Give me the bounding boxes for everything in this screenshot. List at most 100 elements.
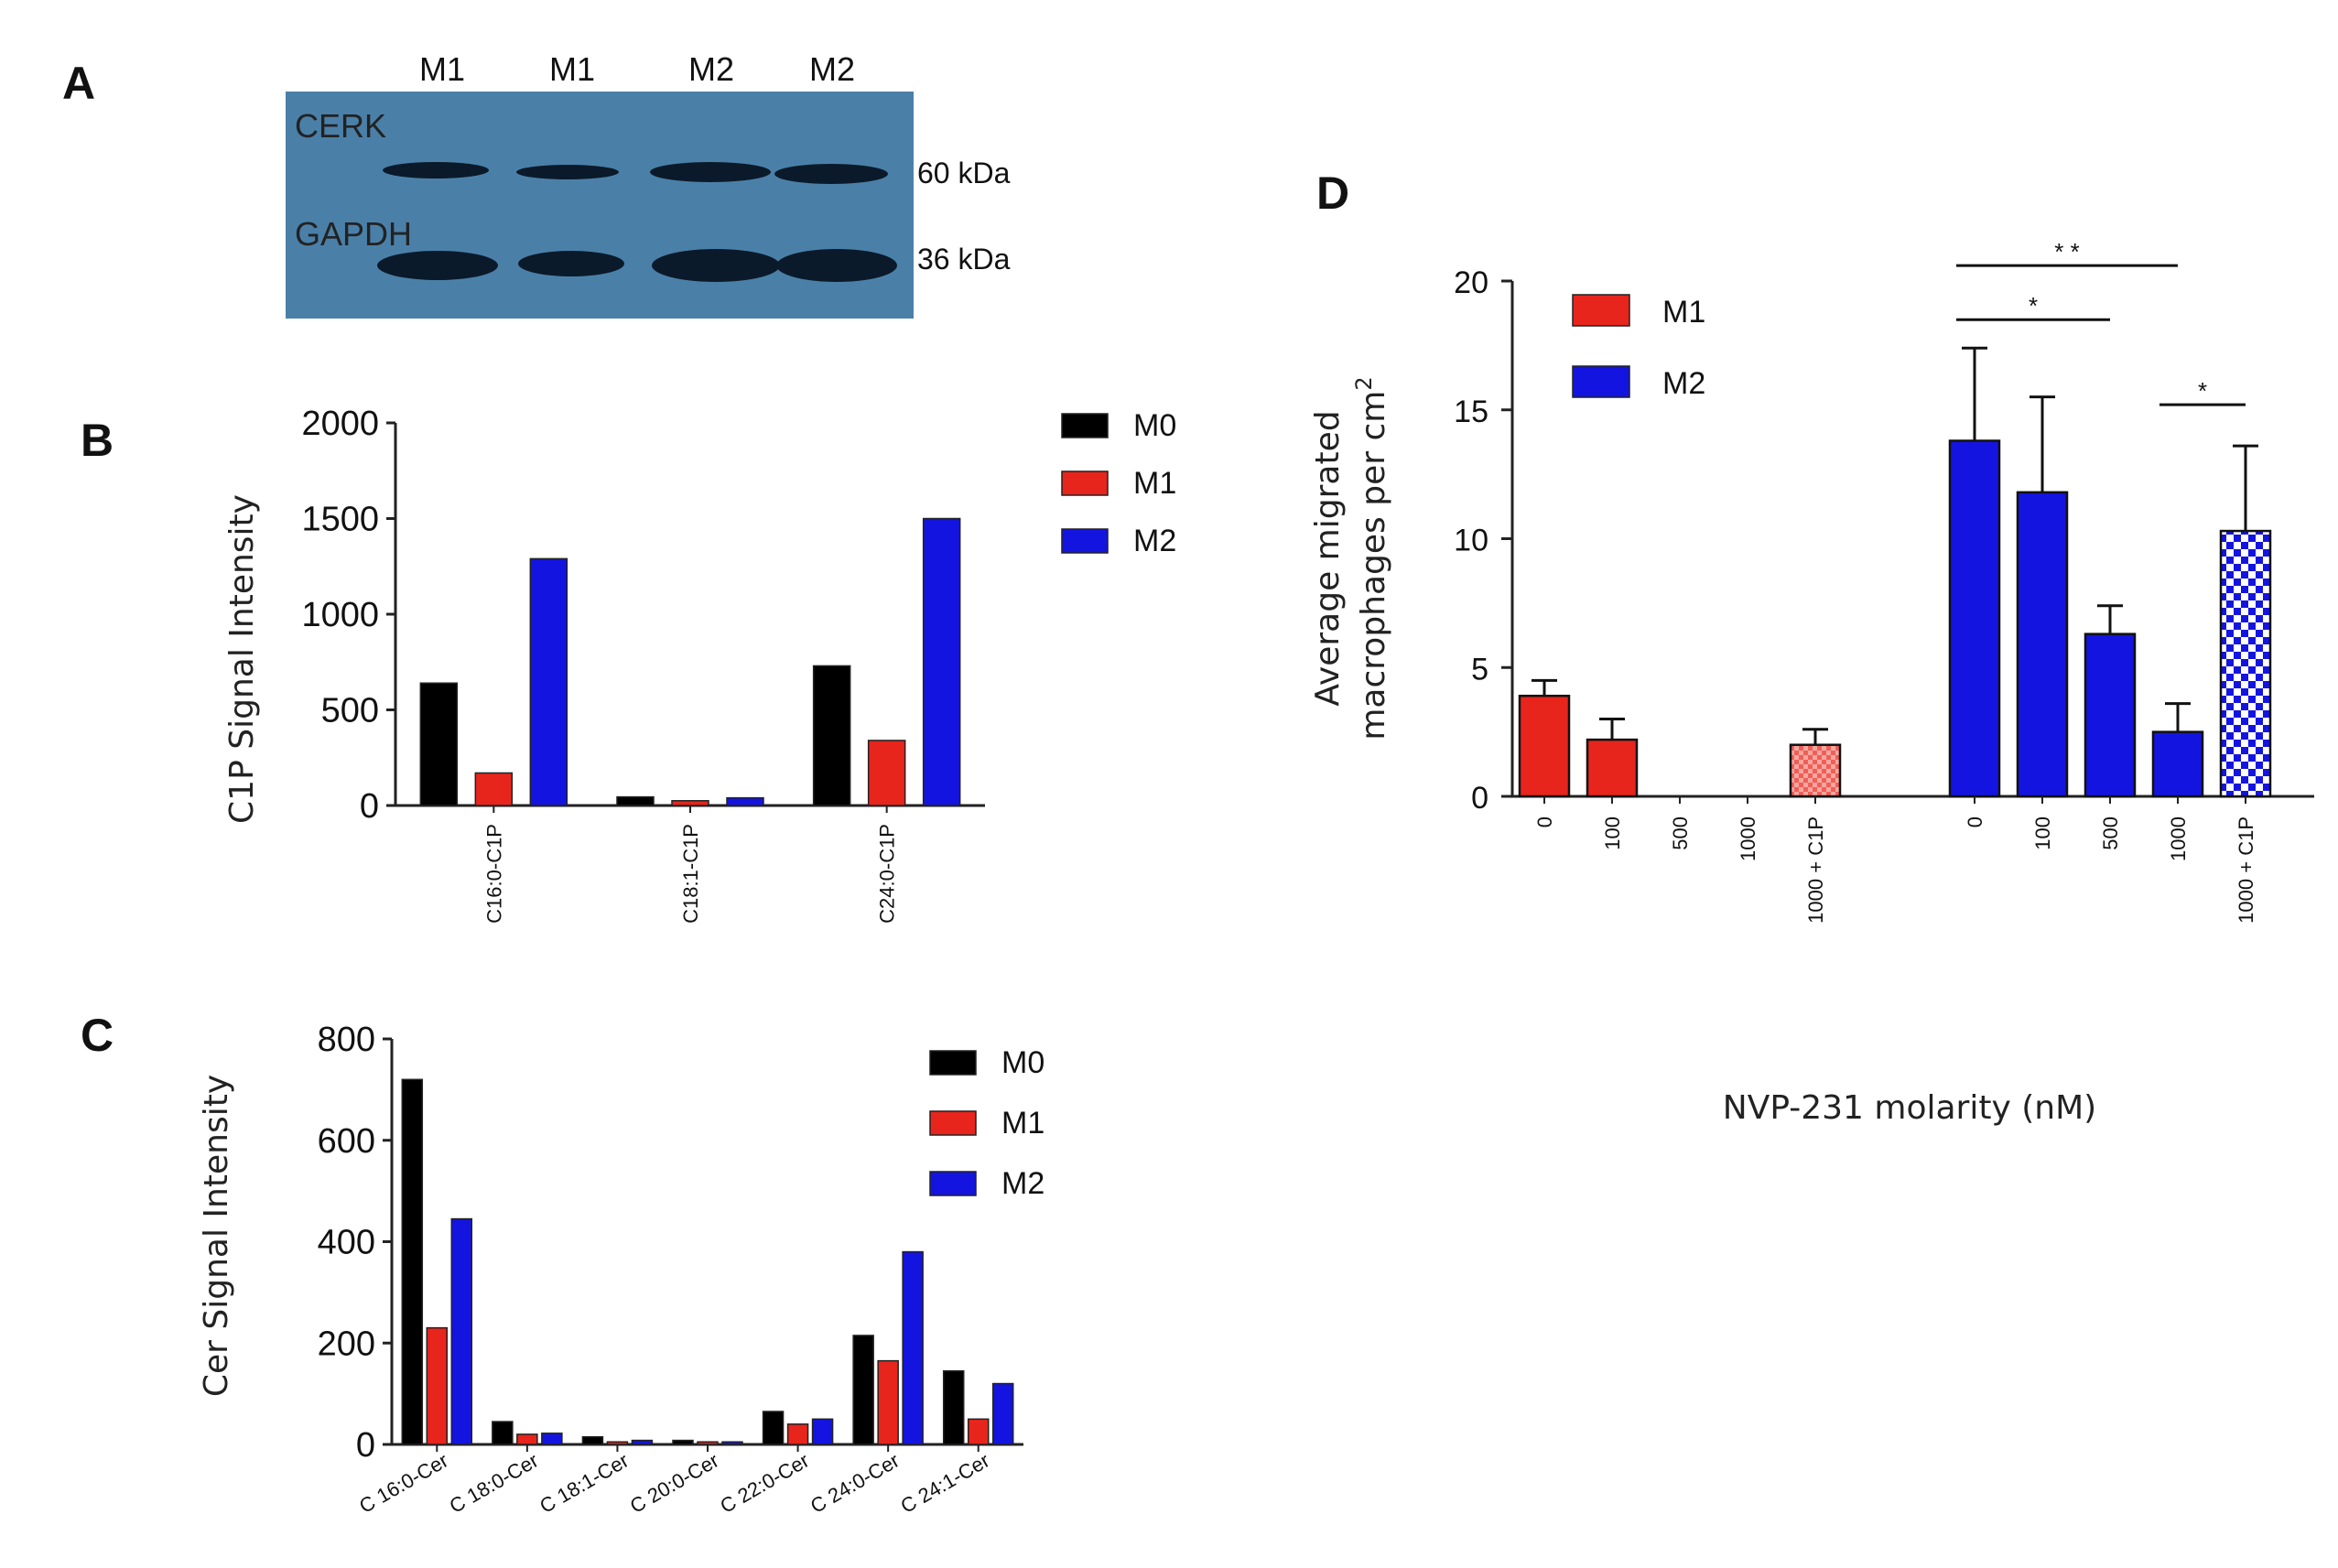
chart-c-legend-label-m1: M1 (1001, 1106, 1045, 1141)
chart-d-bar-m2-3 (2151, 730, 2204, 798)
chart-b-bar-m2-0 (529, 557, 568, 806)
chart-d-bar-m2-1 (2016, 491, 2069, 798)
band-gapdh-lane-4 (776, 249, 897, 282)
band-cerk-lane-4 (774, 164, 888, 184)
western-blot: M1 M1 M2 M2 CERK GAPDH 60 kDa 36 kDa (286, 50, 1011, 319)
chart-b-xtick-label-1: C18:1-C1P (679, 824, 702, 924)
chart-d-legend-label-m1: M1 (1662, 295, 1705, 330)
chart-b-legend-label-m2: M2 (1133, 524, 1176, 558)
chart-d-xtick-label-m1-2: 500 (1669, 816, 1692, 850)
chart-c-bar-m2-2 (631, 1439, 654, 1445)
chart-c-ylabel: Cer Signal Intensity (198, 1075, 235, 1397)
chart-c-ytick-label-3: 600 (318, 1122, 375, 1161)
chart-c-bar-m0-0 (401, 1078, 424, 1445)
chart-b-bar-m0-1 (616, 795, 655, 806)
chart-b-legend-swatch-m0 (1061, 413, 1109, 438)
chart-d-xtick-label-m1-4: 1000 + C1P (1804, 816, 1827, 924)
chart-b-legend-label-m0: M0 (1133, 408, 1176, 443)
chart-c-bar-m2-6 (991, 1382, 1014, 1445)
band-cerk-lane-3 (650, 162, 771, 182)
chart-d-xtick-label-m1-0: 0 (1533, 816, 1556, 827)
chart-d-ylabel-line2: macrophages per cm (1355, 391, 1392, 741)
chart-b-bar-m2-2 (922, 517, 961, 806)
chart-c-legend-label-m2: M2 (1001, 1166, 1045, 1201)
chart-d-xlabel: NVP-231 molarity (nM) (1723, 1089, 2096, 1127)
chart-c-bar-m1-4 (786, 1423, 809, 1445)
chart-c-xtick-label-6: C 24:1-Cer (897, 1449, 994, 1518)
chart-c-ytick-label-1: 200 (318, 1325, 375, 1363)
chart-c-bar-m0-5 (852, 1335, 874, 1445)
chart-b-bar-m1-1 (671, 800, 709, 806)
chart-c-bar-m0-2 (581, 1435, 604, 1445)
chart-c-bar-m0-3 (672, 1439, 694, 1445)
chart-d-xtick-label-m2-4: 1000 + C1P (2235, 816, 2257, 924)
chart-d-bar-m1-1 (1586, 738, 1639, 798)
band-gapdh-lane-3 (652, 249, 780, 282)
chart-d-xtick-label-m2-0: 0 (1964, 816, 1986, 827)
chart-b-bar-m1-0 (474, 772, 514, 806)
blot-kda-36-label: 36 kDa (917, 243, 1011, 276)
chart-d-ytick-label-1: 5 (1471, 652, 1488, 687)
chart-b-ylabel: C1P Signal Intensity (223, 494, 261, 824)
chart-c-bar-m1-1 (516, 1433, 538, 1445)
chart-c-legend-swatch-m0 (929, 1050, 977, 1076)
chart-d-bar-m1-0 (1518, 694, 1571, 798)
chart-c-xtick-label-3: C 20:0-Cer (626, 1449, 723, 1518)
chart-d-bar-m2-2 (2084, 633, 2137, 798)
chart-d-bar-m1-4 (1789, 743, 1842, 798)
chart-c-bar-m2-1 (541, 1433, 563, 1445)
chart-d-ylabel-sup: 2 (1351, 376, 1377, 390)
chart-c-bar-m0-1 (492, 1421, 514, 1445)
chart-c-xtick-label-5: C 24:0-Cer (806, 1449, 904, 1518)
chart-b-ytick-label-4: 2000 (301, 405, 379, 443)
chart-c-ytick-label-4: 800 (318, 1021, 375, 1059)
chart-b-legend-swatch-m1 (1061, 470, 1109, 496)
chart-c-xtick-label-4: C 22:0-Cer (716, 1449, 813, 1518)
chart-b: 0 500 1000 1500 2000 C16:0-C1P C18:1-C1P C24:0-… (301, 405, 1176, 924)
band-cerk-lane-1 (383, 162, 489, 178)
chart-d-xtick-label-m2-3: 1000 (2167, 816, 2190, 861)
chart-c-legend-swatch-m2 (929, 1171, 977, 1196)
blot-lane-3-label: M2 (688, 50, 734, 88)
blot-lane-2-label: M1 (549, 50, 595, 88)
chart-b-ytick-label-3: 1500 (301, 501, 379, 539)
chart-d-xtick-label-m2-1: 100 (2031, 816, 2054, 850)
blot-lane-1-label: M1 (419, 50, 465, 88)
chart-d-ytick-label-4: 20 (1454, 265, 1488, 300)
chart-b-ytick-label-2: 1000 (301, 596, 379, 634)
chart-c-xtick-label-2: C 18:1-Cer (536, 1449, 633, 1518)
chart-c-ytick-label-0: 0 (356, 1426, 375, 1465)
blot-row-cerk-label: CERK (295, 107, 386, 145)
chart-c-bar-m1-5 (877, 1359, 899, 1445)
chart-d-ytick-label-3: 15 (1454, 395, 1488, 429)
chart-d-bar-m2-4 (2219, 529, 2272, 798)
chart-b-bar-m2-1 (726, 796, 764, 806)
chart-b-ytick-label-1: 500 (321, 692, 379, 730)
chart-d-xtick-label-m1-1: 100 (1601, 816, 1624, 850)
chart-c-legend-swatch-m1 (929, 1110, 977, 1136)
chart-d-sig-label-0: * * (2054, 238, 2079, 265)
chart-b-legend-label-m1: M1 (1133, 466, 1176, 501)
chart-b-legend-swatch-m2 (1061, 528, 1109, 554)
svg-text:macrophages per cm2: macrophages per cm2 (1351, 376, 1392, 740)
blot-row-gapdh-label: GAPDH (295, 215, 412, 253)
panel-letter-c: C (81, 1010, 114, 1061)
chart-d-sig-label-1: * (2029, 292, 2038, 319)
chart-c-bar-m1-0 (426, 1326, 449, 1445)
chart-d-legend-swatch-m1 (1572, 294, 1630, 327)
chart-b-bar-m0-0 (419, 682, 459, 806)
chart-b-bar-m1-2 (867, 740, 906, 806)
chart-d: 0 5 10 15 20 0 100 500 1000 1000 + C1P 0 100 500 1000… (1454, 238, 2314, 924)
band-cerk-lane-2 (516, 165, 619, 179)
chart-d-ytick-label-2: 10 (1454, 524, 1488, 558)
chart-d-sig-label-2: * (2198, 377, 2207, 405)
panel-letter-a: A (62, 58, 95, 109)
chart-c-ytick-label-2: 400 (318, 1224, 375, 1262)
chart-c-bar-m1-2 (606, 1441, 629, 1445)
chart-d-ylabel-line1: Average migrated (1309, 410, 1347, 706)
chart-c-bar-m0-4 (762, 1411, 785, 1445)
chart-c-bar-m2-3 (721, 1441, 743, 1445)
chart-d-xtick-label-m1-3: 1000 (1737, 816, 1759, 861)
chart-c-bar-m1-3 (697, 1441, 719, 1445)
